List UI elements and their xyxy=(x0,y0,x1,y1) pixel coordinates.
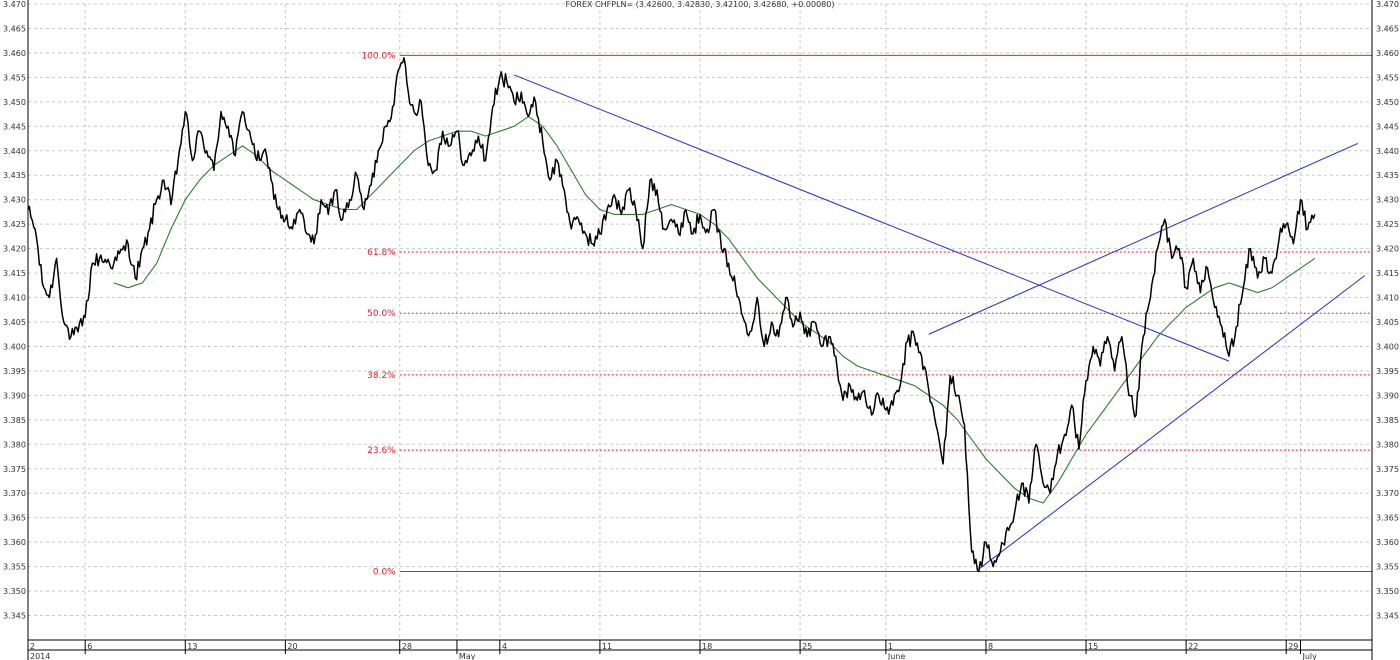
x-tick-label: 22 xyxy=(1188,642,1198,651)
y-tick-label-right: 3.385 xyxy=(1376,416,1399,425)
fib-level-label: 23.6% xyxy=(367,446,396,456)
price-line xyxy=(27,57,1316,573)
y-tick-label-right: 3.400 xyxy=(1376,342,1399,351)
y-tick-label-right: 3.350 xyxy=(1376,587,1399,596)
y-tick-label-left: 3.460 xyxy=(3,49,26,58)
x-tick-label: 13 xyxy=(187,642,197,651)
fib-level-label: 0.0% xyxy=(373,568,396,578)
x-period-label: 2014 xyxy=(30,652,50,660)
x-tick-label: 18 xyxy=(702,642,712,651)
y-tick-label-right: 3.430 xyxy=(1376,196,1399,205)
x-tick-label: 15 xyxy=(1088,642,1098,651)
y-tick-label-right: 3.420 xyxy=(1376,245,1399,254)
y-tick-label-left: 3.435 xyxy=(3,171,26,180)
y-tick-label-right: 3.465 xyxy=(1376,24,1399,33)
x-tick-label: 1 xyxy=(888,642,893,651)
y-tick-label-right: 3.365 xyxy=(1376,514,1399,523)
trendline xyxy=(513,74,1230,362)
y-tick-label-left: 3.455 xyxy=(3,73,26,82)
x-tick-label: 20 xyxy=(287,642,297,651)
x-tick-label: 11 xyxy=(602,642,612,651)
y-tick-label-left: 3.470 xyxy=(3,0,26,9)
y-tick-label-left: 3.445 xyxy=(3,122,26,131)
y-tick-label-left: 3.410 xyxy=(3,294,26,303)
y-tick-label-left: 3.370 xyxy=(3,489,26,498)
y-tick-label-left: 3.430 xyxy=(3,196,26,205)
y-tick-label-left: 3.465 xyxy=(3,24,26,33)
y-tick-label-left: 3.350 xyxy=(3,587,26,596)
y-tick-label-left: 3.345 xyxy=(3,612,26,621)
y-tick-label-right: 3.435 xyxy=(1376,171,1399,180)
y-tick-label-right: 3.355 xyxy=(1376,563,1399,572)
trendline xyxy=(978,275,1366,570)
y-tick-label-right: 3.380 xyxy=(1376,440,1399,449)
y-tick-label-left: 3.360 xyxy=(3,538,26,547)
y-tick-label-right: 3.415 xyxy=(1376,269,1399,278)
y-tick-label-left: 3.450 xyxy=(3,98,26,107)
y-tick-label-right: 3.425 xyxy=(1376,220,1399,229)
y-tick-label-right: 3.345 xyxy=(1376,612,1399,621)
x-period-label: May xyxy=(459,652,476,660)
fib-level-label: 38.2% xyxy=(367,371,396,381)
y-tick-label-right: 3.405 xyxy=(1376,318,1399,327)
x-tick-label: 2 xyxy=(30,642,35,651)
x-tick-label: 8 xyxy=(988,642,993,651)
y-tick-label-right: 3.445 xyxy=(1376,122,1399,131)
axes: 3.345 3.345 3.350 3.350 3.355 3.355 3.360 3.360… xyxy=(3,0,1399,660)
y-tick-label-right: 3.450 xyxy=(1376,98,1399,107)
y-tick-label-right: 3.360 xyxy=(1376,538,1399,547)
x-period-label: June xyxy=(887,652,906,660)
y-tick-label-left: 3.440 xyxy=(3,147,26,156)
y-tick-label-right: 3.410 xyxy=(1376,294,1399,303)
x-tick-label: 6 xyxy=(87,642,92,651)
y-tick-label-left: 3.390 xyxy=(3,391,26,400)
y-tick-label-right: 3.470 xyxy=(1376,0,1399,9)
y-tick-label-left: 3.420 xyxy=(3,245,26,254)
moving-average-line xyxy=(113,115,1316,504)
y-tick-label-left: 3.425 xyxy=(3,220,26,229)
y-tick-label-left: 3.400 xyxy=(3,342,26,351)
y-tick-label-left: 3.385 xyxy=(3,416,26,425)
y-tick-label-right: 3.370 xyxy=(1376,489,1399,498)
y-tick-label-right: 3.390 xyxy=(1376,391,1399,400)
chart-title: FOREX CHFPLN= (3.42600, 3.42830, 3.42100… xyxy=(566,0,835,9)
y-tick-label-right: 3.440 xyxy=(1376,147,1399,156)
price-series xyxy=(27,57,1316,573)
fib-level-label: 100.0% xyxy=(361,51,396,61)
y-tick-label-right: 3.455 xyxy=(1376,73,1399,82)
y-tick-label-left: 3.355 xyxy=(3,563,26,572)
y-tick-label-right: 3.460 xyxy=(1376,49,1399,58)
y-tick-label-left: 3.380 xyxy=(3,440,26,449)
fib-level-label: 61.8% xyxy=(367,248,396,258)
moving-average-series xyxy=(113,115,1316,504)
fib-level-label: 50.0% xyxy=(367,309,396,319)
x-tick-label: 25 xyxy=(802,642,812,651)
y-tick-label-right: 3.375 xyxy=(1376,465,1399,474)
y-tick-label-left: 3.395 xyxy=(3,367,26,376)
x-tick-label: 29 xyxy=(1288,642,1298,651)
y-tick-label-left: 3.365 xyxy=(3,514,26,523)
x-tick-label: 4 xyxy=(502,642,507,651)
y-tick-label-left: 3.405 xyxy=(3,318,26,327)
x-period-label: July xyxy=(1302,652,1318,660)
fibonacci-levels: 100.0% 61.8% 50.0% 38.2% 23.6% 0.0% xyxy=(361,51,1372,578)
y-tick-label-left: 3.415 xyxy=(3,269,26,278)
x-tick-label: 28 xyxy=(402,642,412,651)
y-tick-label-left: 3.375 xyxy=(3,465,26,474)
trendline xyxy=(928,142,1358,335)
grid-lines xyxy=(27,3,1372,640)
y-tick-label-right: 3.395 xyxy=(1376,367,1399,376)
trendlines xyxy=(513,74,1366,570)
